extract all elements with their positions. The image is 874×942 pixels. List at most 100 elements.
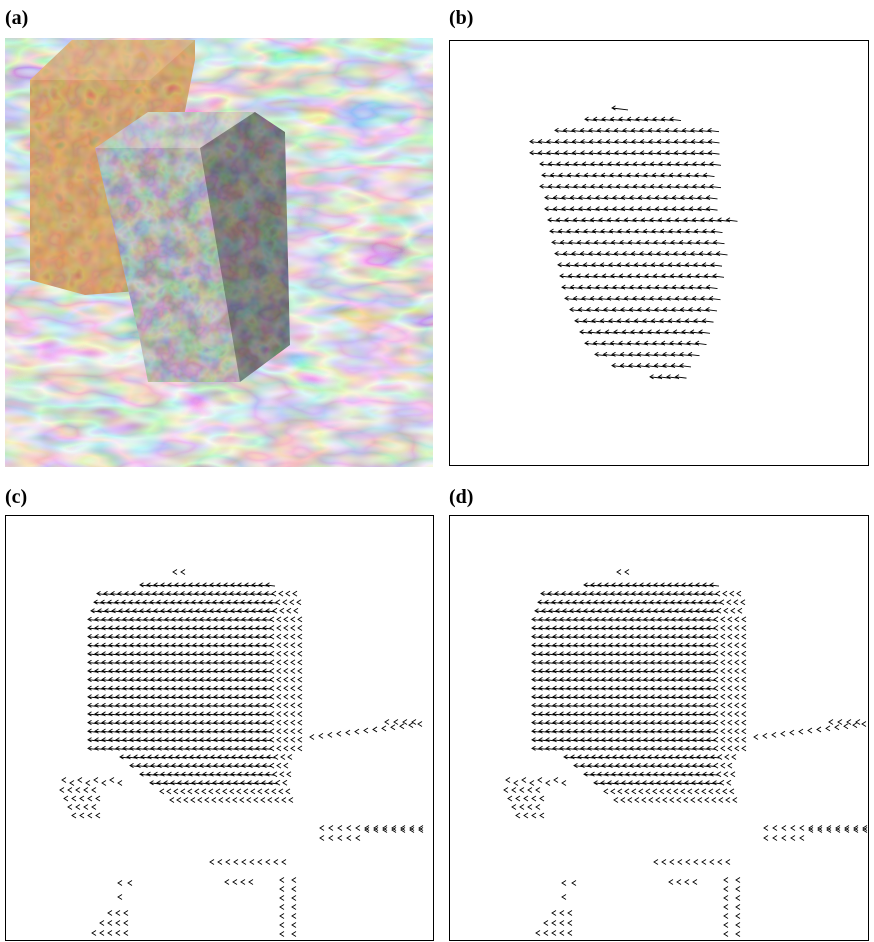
flow-chevron	[76, 805, 80, 810]
flow-chevron	[522, 778, 526, 783]
flow-arrow	[711, 263, 722, 267]
flow-chevron	[639, 789, 643, 794]
flow-chevron	[272, 591, 276, 596]
flow-chevron	[536, 805, 540, 810]
flow-chevron	[663, 798, 667, 803]
flow-chevron	[282, 860, 286, 865]
flow-arrow	[710, 162, 721, 166]
flow-chevron	[782, 826, 786, 831]
flow-chevron	[170, 798, 174, 803]
flow-chevron	[538, 778, 542, 783]
panel-label: (c)	[5, 486, 27, 508]
flow-chevron	[258, 789, 262, 794]
flow-chevron	[234, 860, 238, 865]
flow-chevron	[721, 651, 725, 656]
flow-chevron	[218, 860, 222, 865]
flow-chevron	[284, 712, 288, 717]
flow-chevron	[291, 737, 295, 742]
flow-chevron	[292, 923, 296, 928]
flow-chevron	[546, 781, 550, 786]
flow-chevron	[277, 712, 281, 717]
flow-chevron	[618, 789, 622, 794]
flow-chevron	[781, 731, 785, 736]
figure: (a) (b) (c) (d)	[0, 0, 874, 942]
flow-chevron	[118, 895, 122, 900]
flow-chevron	[284, 626, 288, 631]
flow-chevron	[298, 737, 302, 742]
flow-chevron	[400, 724, 404, 729]
flow-chevron	[281, 755, 285, 760]
flow-chevron	[409, 723, 413, 728]
flow-chevron	[614, 798, 618, 803]
flow-chevron	[694, 860, 698, 865]
flow-arrow	[689, 352, 700, 356]
flow-chevron	[714, 626, 718, 631]
flow-chevron	[292, 905, 296, 910]
flow-chevron	[742, 626, 746, 631]
flow-arrow	[709, 139, 720, 143]
flow-chevron	[88, 813, 92, 818]
flow-chevron	[277, 694, 281, 699]
flow-chevron	[68, 805, 72, 810]
flow-chevron	[754, 735, 758, 740]
flow-chevron	[280, 772, 284, 777]
flow-chevron	[292, 878, 296, 883]
flow-chevron	[568, 911, 572, 916]
flow-chevron	[681, 789, 685, 794]
flow-chevron	[329, 826, 333, 831]
flow-chevron	[291, 660, 295, 665]
flow-chevron	[291, 686, 295, 691]
flow-chevron	[270, 763, 274, 768]
flow-chevron	[277, 660, 281, 665]
flow-chevron	[514, 781, 518, 786]
flow-chevron	[181, 789, 185, 794]
flow-chevron	[86, 781, 90, 786]
flow-chevron	[382, 726, 386, 731]
flow-chevron	[826, 726, 830, 731]
flow-chevron	[656, 798, 660, 803]
flow-chevron	[516, 796, 520, 801]
flow-chevron	[233, 880, 237, 885]
flow-chevron	[291, 746, 295, 751]
flow-chevron	[280, 923, 284, 928]
flow-chevron	[611, 789, 615, 794]
flow-chevron	[84, 805, 88, 810]
flow-chevron	[799, 729, 803, 734]
flow-chevron	[714, 763, 718, 768]
flow-chevron	[188, 789, 192, 794]
flow-chevron	[92, 931, 96, 936]
flow-chevron	[284, 677, 288, 682]
flow-chevron	[212, 798, 216, 803]
flow-chevron	[731, 608, 735, 613]
flow-chevron	[735, 686, 739, 691]
flow-chevron	[118, 881, 122, 886]
flow-chevron	[735, 703, 739, 708]
flow-chevron	[291, 729, 295, 734]
flow-chevron	[772, 732, 776, 737]
flow-chevron	[167, 789, 171, 794]
flow-chevron	[742, 694, 746, 699]
flow-chevron	[298, 703, 302, 708]
flow-chevron	[736, 914, 740, 919]
flow-chevron	[625, 789, 629, 794]
flow-chevron	[677, 798, 681, 803]
flow-chevron	[270, 694, 274, 699]
flow-chevron	[319, 733, 323, 738]
flow-chevron	[412, 720, 416, 725]
flow-chevron	[721, 626, 725, 631]
flow-chevron	[714, 737, 718, 742]
flow-chevron	[100, 921, 104, 926]
flow-chevron	[678, 860, 682, 865]
flow-chevron	[727, 780, 731, 785]
flow-arrow	[706, 307, 717, 311]
flow-chevron	[714, 677, 718, 682]
flow-chevron	[717, 608, 721, 613]
flow-chevron	[356, 826, 360, 831]
flow-chevron	[721, 763, 725, 768]
flow-chevron	[270, 686, 274, 691]
flow-chevron	[862, 722, 866, 727]
flow-chevron	[721, 669, 725, 674]
flow-chevron	[714, 617, 718, 622]
flow-chevron	[530, 781, 534, 786]
flow-chevron	[742, 669, 746, 674]
